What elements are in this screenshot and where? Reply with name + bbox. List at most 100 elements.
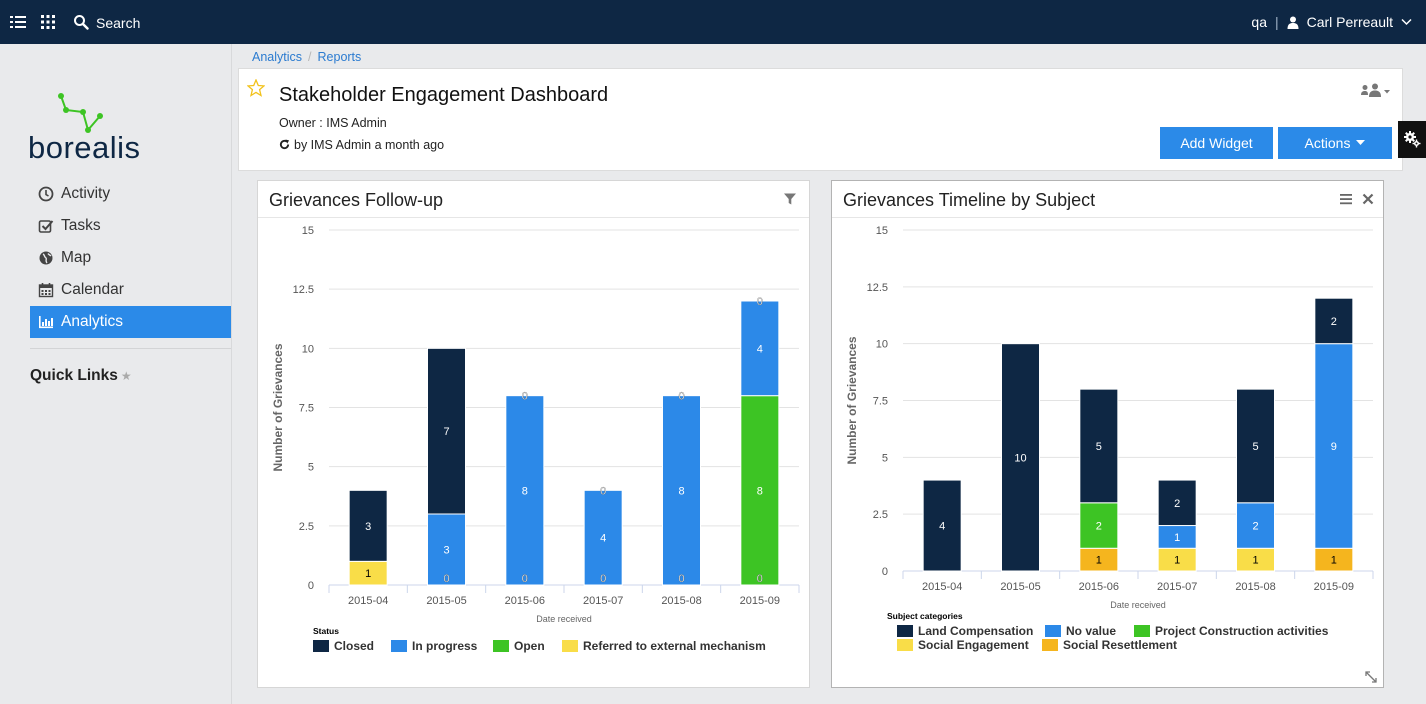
data-label: 4 xyxy=(600,533,606,545)
sidebar-item-activity[interactable]: Activity xyxy=(30,178,231,210)
constellation-logo-icon xyxy=(58,93,103,133)
x-tick-label: 2015-07 xyxy=(1157,581,1197,593)
separator: | xyxy=(1274,14,1279,30)
quick-links-heading[interactable]: Quick Links ★ xyxy=(30,367,132,385)
top-navigation-bar: Search qa | Carl Perreault xyxy=(0,0,1426,44)
sidebar-nav: Activity Tasks Map C xyxy=(30,178,231,338)
legend-swatch xyxy=(493,640,509,652)
sidebar-item-tasks[interactable]: Tasks xyxy=(30,210,231,242)
data-label: 0 xyxy=(522,573,528,585)
borealis-logo[interactable]: borealis xyxy=(28,86,168,166)
resize-icon[interactable] xyxy=(1365,671,1377,683)
list-icon[interactable] xyxy=(10,14,26,30)
apps-grid-icon[interactable] xyxy=(40,14,56,30)
settings-tab[interactable] xyxy=(1398,121,1426,158)
legend-title: Status xyxy=(313,626,339,636)
caret-down-icon xyxy=(1356,140,1366,145)
bar-segment xyxy=(662,395,701,586)
data-label: 4 xyxy=(757,343,763,355)
breadcrumb-reports[interactable]: Reports xyxy=(317,50,362,64)
data-label: 0 xyxy=(522,391,528,403)
data-label: 2 xyxy=(1252,521,1258,533)
org-name[interactable]: qa xyxy=(1251,14,1267,30)
sidebar: borealis Activity Tasks Map xyxy=(0,44,232,704)
sidebar-item-label: Tasks xyxy=(61,217,101,234)
close-icon[interactable] xyxy=(1361,192,1375,206)
sidebar-item-map[interactable]: Map xyxy=(30,242,231,274)
data-label: 2 xyxy=(1331,316,1337,328)
y-tick-label: 7.5 xyxy=(873,396,888,408)
sidebar-divider xyxy=(30,348,231,349)
data-label: 4 xyxy=(939,521,945,533)
dashboard-header: Stakeholder Engagement Dashboard Owner :… xyxy=(238,68,1403,171)
bar-segment xyxy=(740,395,780,586)
x-tick-label: 2015-06 xyxy=(1079,581,1119,593)
actions-dropdown-button[interactable]: Actions xyxy=(1278,127,1392,159)
search-icon[interactable] xyxy=(73,14,89,30)
legend-swatch xyxy=(391,640,407,652)
sidebar-item-calendar[interactable]: Calendar xyxy=(30,274,231,306)
x-tick-label: 2015-05 xyxy=(1000,581,1040,593)
x-tick-label: 2015-08 xyxy=(661,595,701,607)
data-label: 7 xyxy=(443,426,449,438)
user-menu[interactable]: qa | Carl Perreault xyxy=(1251,14,1412,30)
x-tick-label: 2015-08 xyxy=(1235,581,1275,593)
legend-label: Social Resettlement xyxy=(1063,638,1177,652)
sidebar-item-analytics[interactable]: Analytics xyxy=(30,306,231,338)
refresh-icon xyxy=(279,139,290,150)
sidebar-item-label: Activity xyxy=(61,185,111,202)
y-tick-label: 5 xyxy=(308,462,314,474)
breadcrumb-separator: / xyxy=(308,50,312,64)
data-label: 3 xyxy=(365,521,371,533)
legend-label: Open xyxy=(514,639,545,653)
x-tick-label: 2015-05 xyxy=(426,595,466,607)
y-tick-label: 5 xyxy=(882,452,888,464)
user-name[interactable]: Carl Perreault xyxy=(1306,14,1393,30)
calendar-icon xyxy=(38,283,54,298)
sidebar-item-label: Analytics xyxy=(61,313,124,330)
star-icon[interactable]: ★ xyxy=(120,369,132,383)
owner-text: Owner : IMS Admin xyxy=(279,116,387,130)
gears-icon xyxy=(1404,131,1421,148)
filter-icon[interactable] xyxy=(783,192,797,206)
data-label: 5 xyxy=(1252,441,1258,453)
actions-label: Actions xyxy=(1304,135,1351,151)
bar-segment xyxy=(427,347,466,515)
x-tick-label: 2015-09 xyxy=(740,595,780,607)
bar-segment xyxy=(1314,297,1354,345)
page-title: Stakeholder Engagement Dashboard xyxy=(279,84,609,106)
legend-label: Closed xyxy=(334,639,374,653)
legend-swatch xyxy=(562,640,578,652)
y-tick-label: 10 xyxy=(876,339,888,351)
favorite-star-icon[interactable] xyxy=(247,79,265,97)
add-widget-button[interactable]: Add Widget xyxy=(1160,127,1273,159)
data-label: 5 xyxy=(1096,441,1102,453)
widget-header-divider xyxy=(832,217,1383,218)
clock-icon xyxy=(38,186,54,202)
data-label: 8 xyxy=(678,485,684,497)
legend-swatch xyxy=(1042,639,1058,651)
bar-segment xyxy=(1157,479,1197,527)
y-tick-label: 15 xyxy=(876,225,888,237)
y-tick-label: 2.5 xyxy=(873,509,888,521)
globe-icon xyxy=(39,251,53,265)
menu-icon[interactable] xyxy=(1339,192,1353,206)
widget-grievances-timeline: Grievances Timeline by Subject 0 2.5 5 7.5 1… xyxy=(831,180,1384,688)
data-label: 1 xyxy=(1331,555,1337,567)
data-label: 3 xyxy=(443,545,449,557)
x-axis-title: Date received xyxy=(536,614,592,624)
legend-label: No value xyxy=(1066,624,1116,638)
logo-text: borealis xyxy=(28,130,141,165)
data-label: 2 xyxy=(1096,521,1102,533)
bar-segment xyxy=(1236,388,1275,504)
data-label: 2 xyxy=(1174,498,1180,510)
breadcrumb-analytics[interactable]: Analytics xyxy=(252,50,303,64)
y-axis-title: Number of Grievances xyxy=(271,343,285,471)
users-group-icon[interactable] xyxy=(1360,83,1390,99)
last-updated: by IMS Admin a month ago xyxy=(279,138,444,152)
x-tick-label: 2015-04 xyxy=(922,581,962,593)
search-label[interactable]: Search xyxy=(96,15,141,31)
chevron-down-icon[interactable] xyxy=(1401,18,1412,26)
